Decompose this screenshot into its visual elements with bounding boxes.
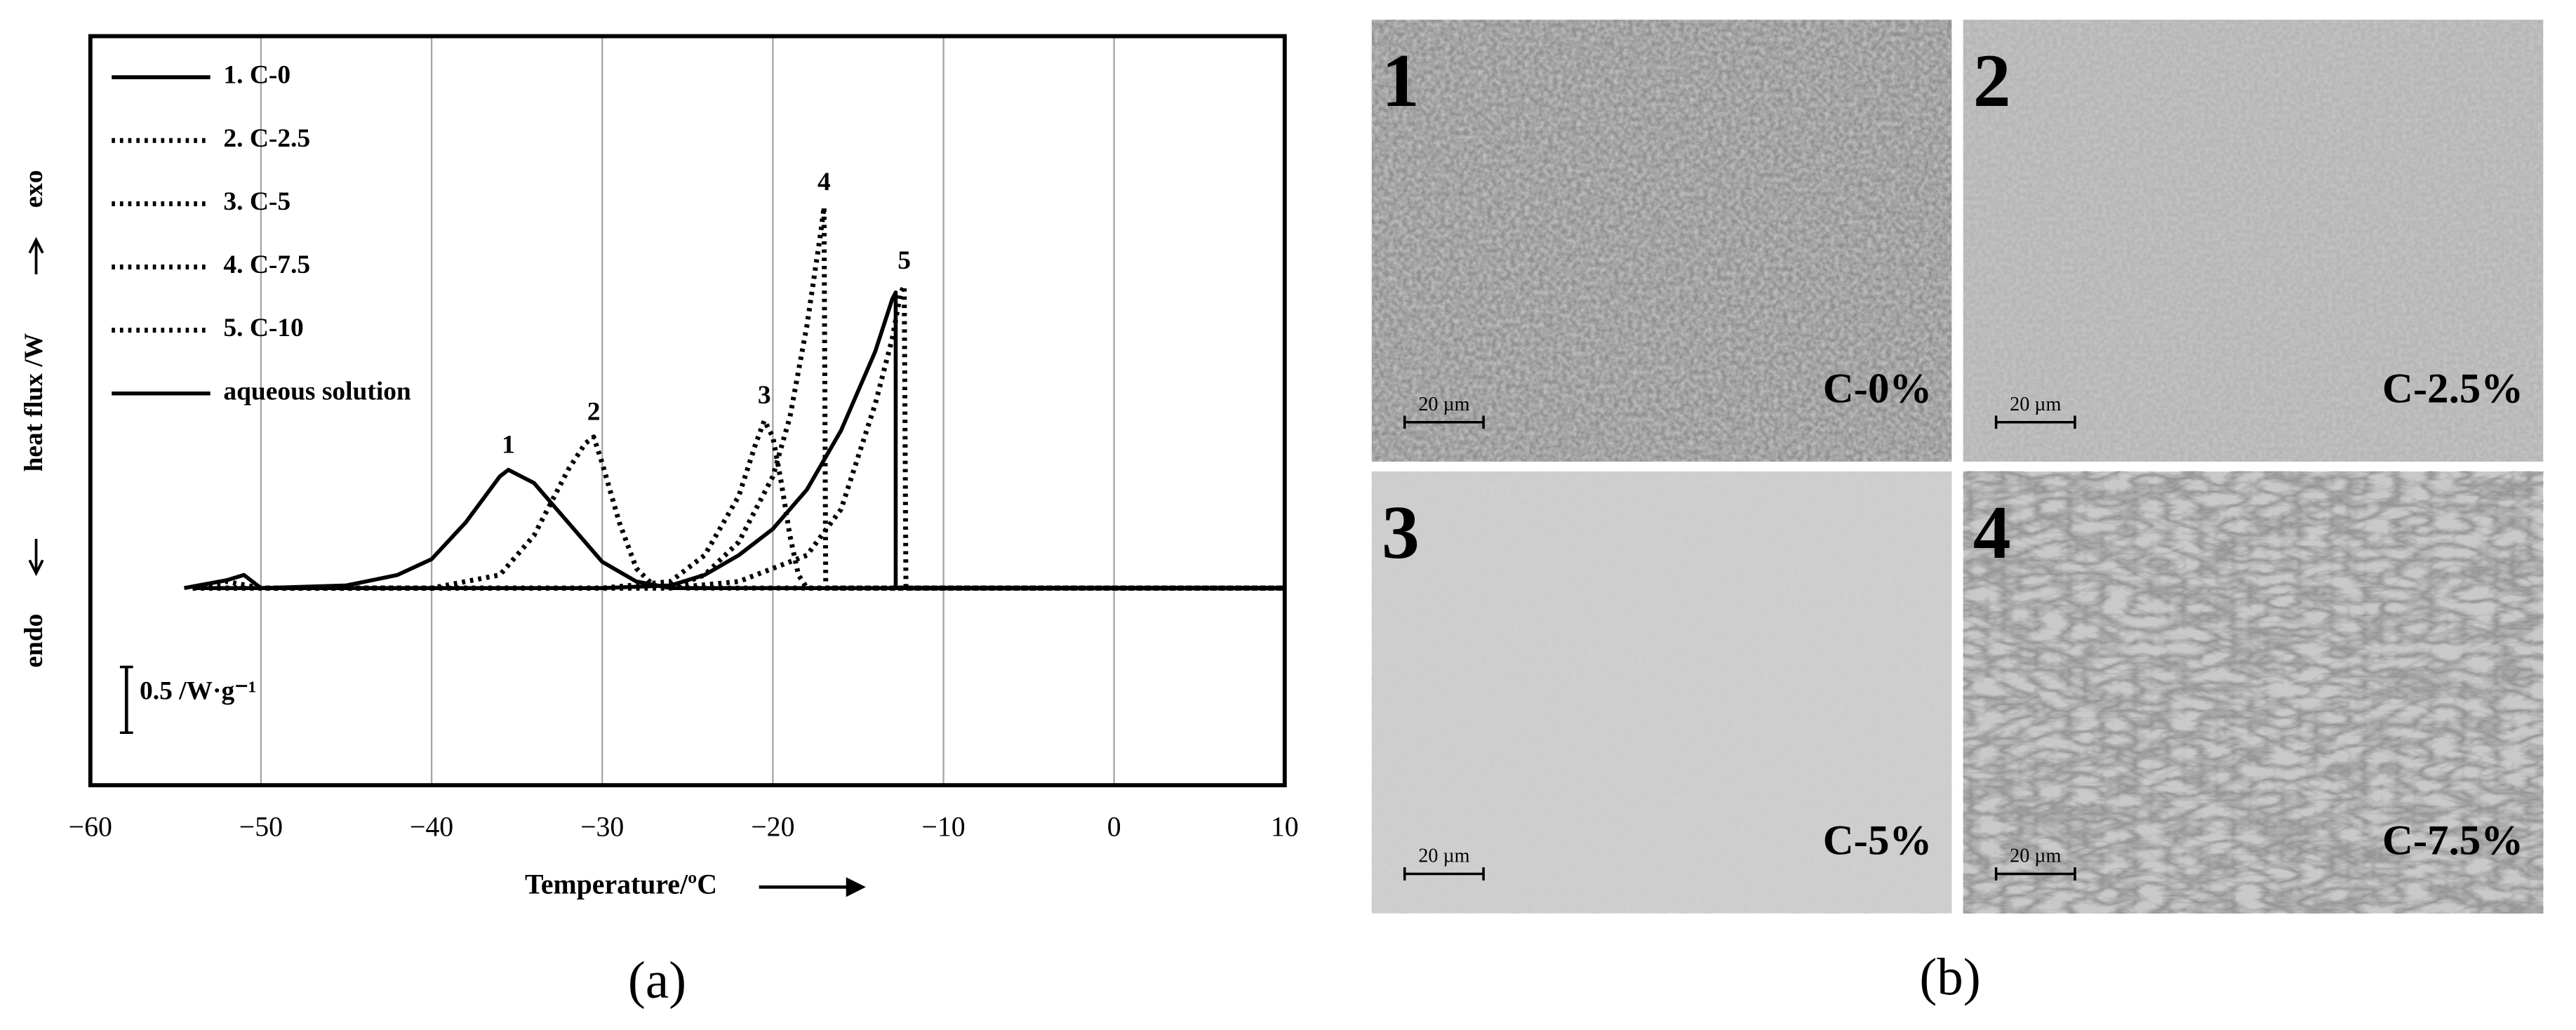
scale-text: 20 µm xyxy=(1418,394,1469,415)
legend-label: 1. C-0 xyxy=(223,61,291,90)
x-axis-label: Temperature/ºC xyxy=(525,869,717,899)
legend-label: 4. C-7.5 xyxy=(223,250,310,279)
series-line xyxy=(192,417,1285,591)
scale-bar-label: 0.5 /W·g⁻¹ xyxy=(140,677,256,706)
peak-label: 5 xyxy=(897,246,911,275)
legend-label: 3. C-5 xyxy=(223,187,291,216)
micrograph-number: 1 xyxy=(1382,39,1420,123)
up-arrow xyxy=(28,236,44,275)
scale-line xyxy=(1403,867,1485,881)
micrograph-texture xyxy=(1371,471,1952,914)
x-tick-label: −60 xyxy=(69,811,112,842)
down-arrow xyxy=(28,538,44,577)
legend-label: 2. C-2.5 xyxy=(223,124,310,153)
exo-label: exo xyxy=(20,170,48,208)
endo-label: endo xyxy=(20,614,48,668)
micrograph-texture xyxy=(1963,471,2544,914)
micrograph-texture xyxy=(1371,20,1952,462)
scale-line xyxy=(1403,415,1485,429)
panel-label: (b) xyxy=(1919,948,1980,1006)
x-tick-label: −30 xyxy=(580,811,624,842)
micrograph-label: C-2.5% xyxy=(2382,366,2523,413)
micrograph: 3 C-5% 20 µm xyxy=(1371,471,1952,914)
scale-line xyxy=(1994,867,2076,881)
series-line xyxy=(183,467,1285,590)
legend-label: aqueous solution xyxy=(223,377,411,406)
x-tick-label: −50 xyxy=(239,811,283,842)
x-tick-label: −10 xyxy=(921,811,965,842)
micrograph-number: 3 xyxy=(1382,491,1420,575)
panel-label: (a) xyxy=(628,951,686,1010)
plot-frame xyxy=(88,34,1287,788)
micrograph: 1 C-0% 20 µm xyxy=(1371,20,1952,462)
micrograph-number: 2 xyxy=(1973,39,2011,123)
scale-text: 20 µm xyxy=(2010,845,2061,867)
scale-line xyxy=(1994,415,2076,429)
scale-text: 20 µm xyxy=(1418,845,1469,867)
legend-label: 5. C-10 xyxy=(223,314,303,342)
micrograph-label: C-7.5% xyxy=(2382,817,2523,864)
peak-label: 3 xyxy=(758,381,771,410)
x-arrow-head xyxy=(846,877,866,897)
micrograph: 2 C-2.5% 20 µm xyxy=(1963,20,2544,462)
micrograph-number: 4 xyxy=(1973,491,2011,575)
y-axis-label: heat flux /W xyxy=(20,333,48,472)
micrograph: 4 C-7.5% 20 µm xyxy=(1963,471,2544,914)
peak-label: 1 xyxy=(502,430,515,459)
x-tick-label: 0 xyxy=(1107,811,1121,842)
peak-label: 4 xyxy=(817,168,831,196)
scale-text: 20 µm xyxy=(2010,394,2061,415)
x-tick-label: 10 xyxy=(1271,811,1299,842)
x-tick-label: −20 xyxy=(751,811,794,842)
micrograph-label: C-0% xyxy=(1823,366,1933,413)
micrograph-texture xyxy=(1963,20,2544,462)
y-axis-labels: endo heat flux /W exo xyxy=(20,170,48,667)
series-line xyxy=(192,290,1285,590)
x-tick-label: −40 xyxy=(410,811,453,842)
peak-label: 2 xyxy=(587,398,601,427)
micrograph-label: C-5% xyxy=(1823,817,1933,864)
